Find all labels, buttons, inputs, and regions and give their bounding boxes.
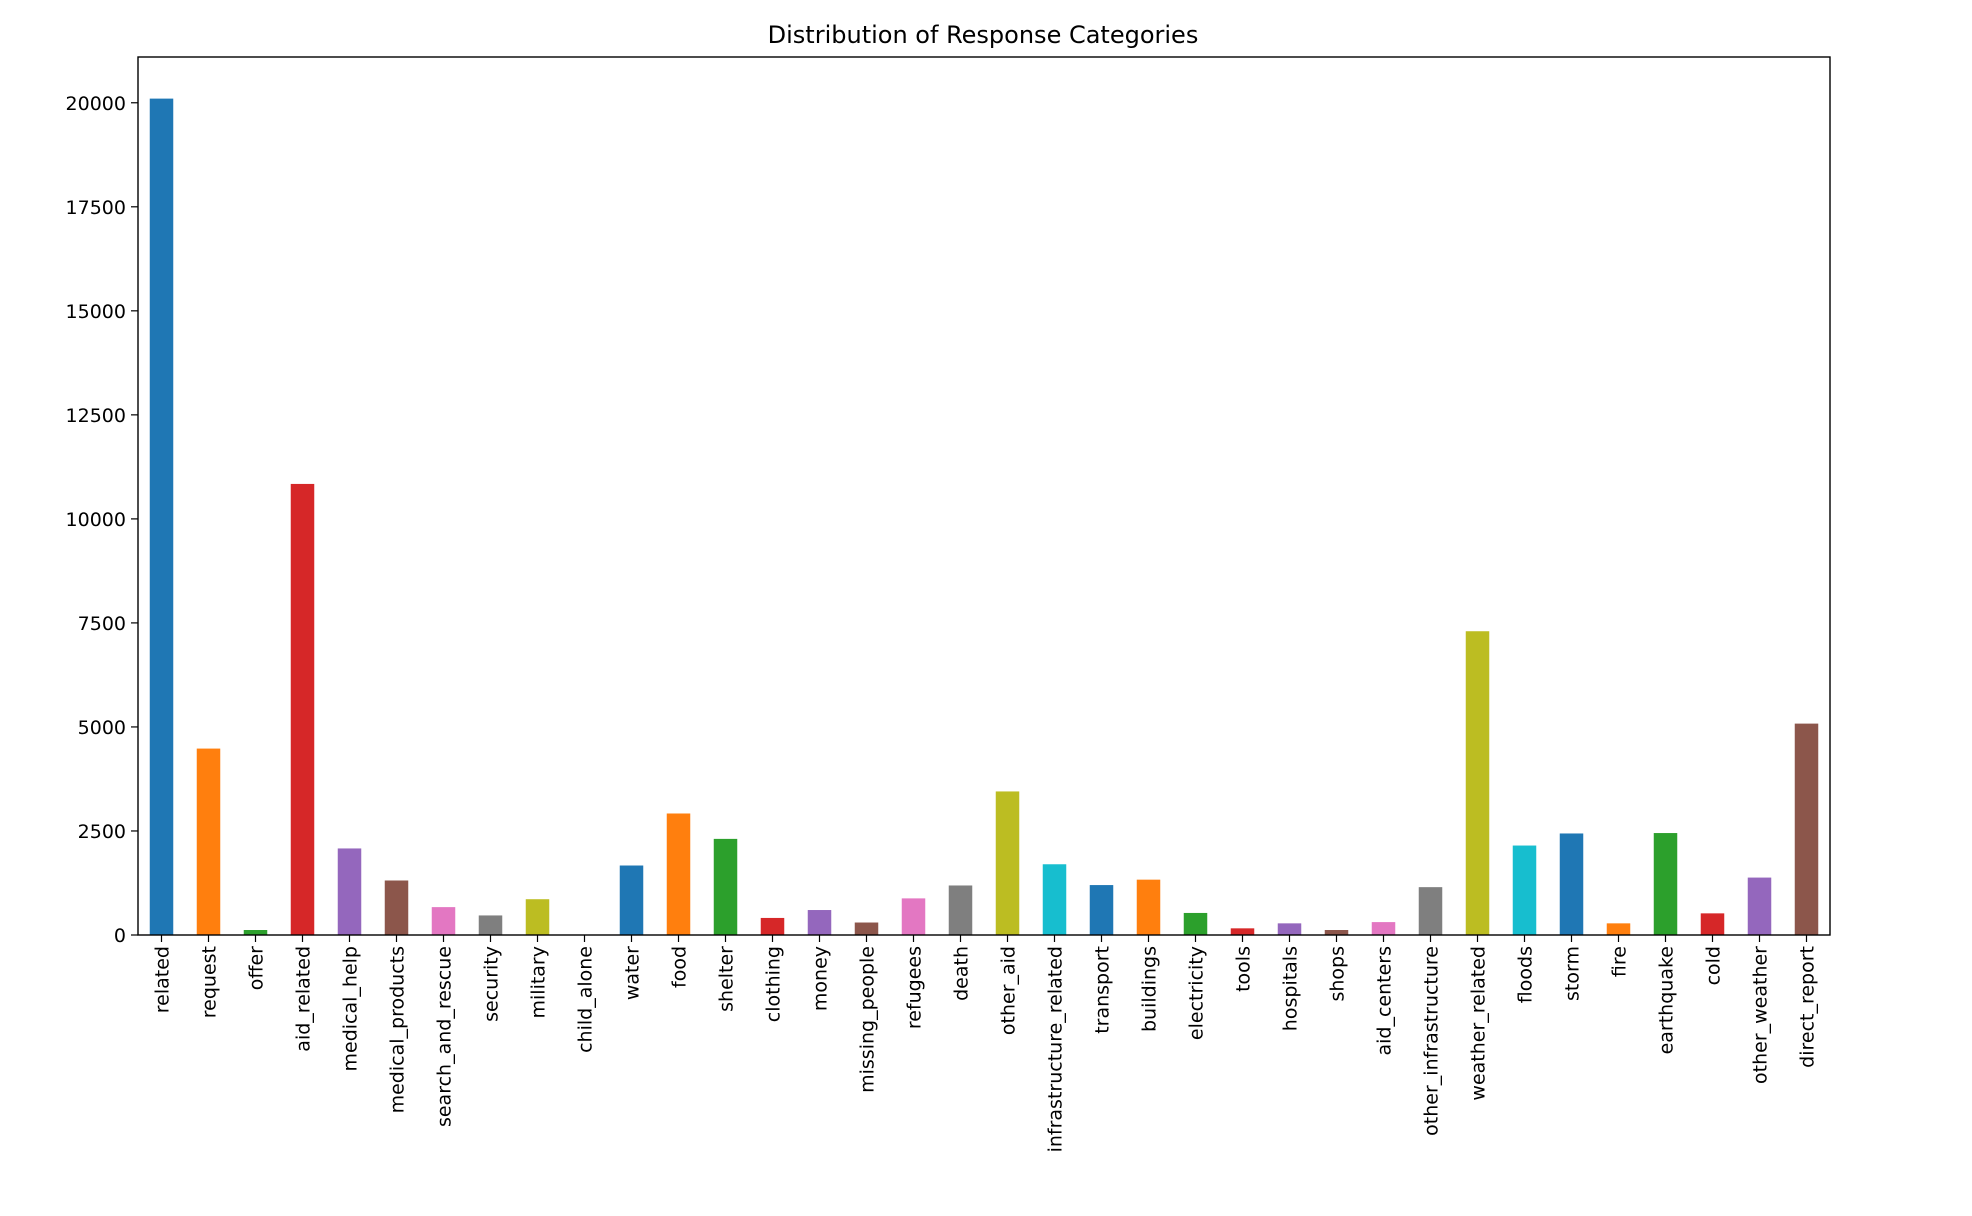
x-tick-label: refugees <box>904 946 926 1029</box>
bar-electricity <box>1183 912 1208 935</box>
x-tick-label: floods <box>1515 946 1537 1003</box>
x-tick-label: earthquake <box>1656 946 1678 1054</box>
x-axis: related request offer aid_related medical_he… <box>152 935 1819 1152</box>
bar-military <box>525 899 550 935</box>
x-tick-label: buildings <box>1139 946 1161 1032</box>
x-tick-label: fire <box>1609 946 1631 977</box>
y-tick-label: 0 <box>114 925 126 947</box>
bar-security <box>478 915 503 935</box>
bar-offer <box>243 930 268 935</box>
bar-water <box>619 865 644 935</box>
bar-transport <box>1089 885 1114 935</box>
x-tick-label: other_infrastructure <box>1421 946 1443 1136</box>
bar-clothing <box>760 917 785 935</box>
bar-other-aid <box>995 791 1020 935</box>
y-tick-label: 17500 <box>66 197 126 219</box>
y-axis: 0 2500 5000 7500 10000 12500 15000 17500 20000 <box>66 93 138 947</box>
x-tick-label: aid_related <box>293 946 315 1052</box>
bar-fire <box>1606 923 1631 935</box>
bar-shelter <box>713 838 738 935</box>
bar-storm <box>1559 833 1584 935</box>
x-tick-label: related <box>152 946 174 1013</box>
x-tick-label: electricity <box>1186 946 1208 1040</box>
x-tick-label: medical_help <box>340 946 362 1071</box>
x-tick-label: security <box>481 946 503 1022</box>
x-tick-label: other_weather <box>1750 946 1772 1084</box>
y-tick-label: 20000 <box>66 93 126 115</box>
bar-request <box>196 748 221 935</box>
bar-search-and-rescue <box>431 907 456 935</box>
x-tick-label: infrastructure_related <box>1045 946 1067 1152</box>
bar-earthquake <box>1653 833 1678 935</box>
bar-other-weather <box>1747 877 1772 935</box>
x-tick-label: medical_products <box>387 946 409 1113</box>
bar-aid-centers <box>1371 922 1396 935</box>
y-tick-label: 2500 <box>78 821 126 843</box>
chart-title: Distribution of Response Categories <box>768 21 1199 49</box>
bar-buildings <box>1136 879 1161 935</box>
bar-floods <box>1512 845 1537 935</box>
bar-related <box>149 98 174 936</box>
x-tick-label: search_and_rescue <box>434 946 456 1127</box>
bar-money <box>807 910 832 935</box>
bar-direct-report <box>1794 723 1819 935</box>
x-tick-label: cold <box>1703 946 1725 985</box>
x-tick-label: transport <box>1092 946 1114 1034</box>
bar-medical-help <box>337 848 362 935</box>
bar-shops <box>1324 930 1349 935</box>
y-tick-label: 7500 <box>78 613 126 635</box>
y-tick-label: 12500 <box>66 405 126 427</box>
x-tick-label: death <box>951 946 973 1001</box>
bar-hospitals <box>1277 923 1302 935</box>
x-tick-label: tools <box>1233 946 1255 992</box>
x-tick-label: shops <box>1327 946 1349 1002</box>
bar-refugees <box>901 898 926 935</box>
bar-missing-people <box>854 922 879 935</box>
x-tick-label: request <box>199 946 221 1018</box>
bar-aid-related <box>290 483 315 935</box>
x-tick-label: direct_report <box>1797 946 1819 1068</box>
x-tick-label: shelter <box>716 946 738 1012</box>
x-tick-label: weather_related <box>1468 946 1490 1101</box>
x-tick-label: hospitals <box>1280 946 1302 1031</box>
y-tick-label: 10000 <box>66 509 126 531</box>
x-tick-label: aid_centers <box>1374 946 1396 1056</box>
x-tick-label: offer <box>246 946 268 990</box>
plot-area-frame <box>137 56 1831 936</box>
bar-death <box>948 885 973 935</box>
y-tick-label: 5000 <box>78 717 126 739</box>
y-tick-label: 15000 <box>66 301 126 323</box>
x-tick-label: food <box>669 946 691 988</box>
x-tick-label: clothing <box>763 946 785 1022</box>
bar-cold <box>1700 913 1725 935</box>
x-tick-label: child_alone <box>575 946 597 1053</box>
x-tick-label: water <box>622 946 644 1000</box>
x-tick-label: missing_people <box>857 946 879 1093</box>
x-tick-label: storm <box>1562 946 1584 1001</box>
bar-other-infrastructure <box>1418 887 1443 935</box>
bar-infrastructure-related <box>1042 864 1067 935</box>
bar-food <box>666 813 691 935</box>
bar-weather-related <box>1465 631 1490 935</box>
x-tick-label: money <box>810 946 832 1011</box>
bar-medical-products <box>384 880 409 935</box>
x-tick-label: other_aid <box>998 946 1020 1035</box>
bars-layer <box>149 98 1819 936</box>
x-tick-label: military <box>528 946 550 1019</box>
bar-tools <box>1230 928 1255 935</box>
